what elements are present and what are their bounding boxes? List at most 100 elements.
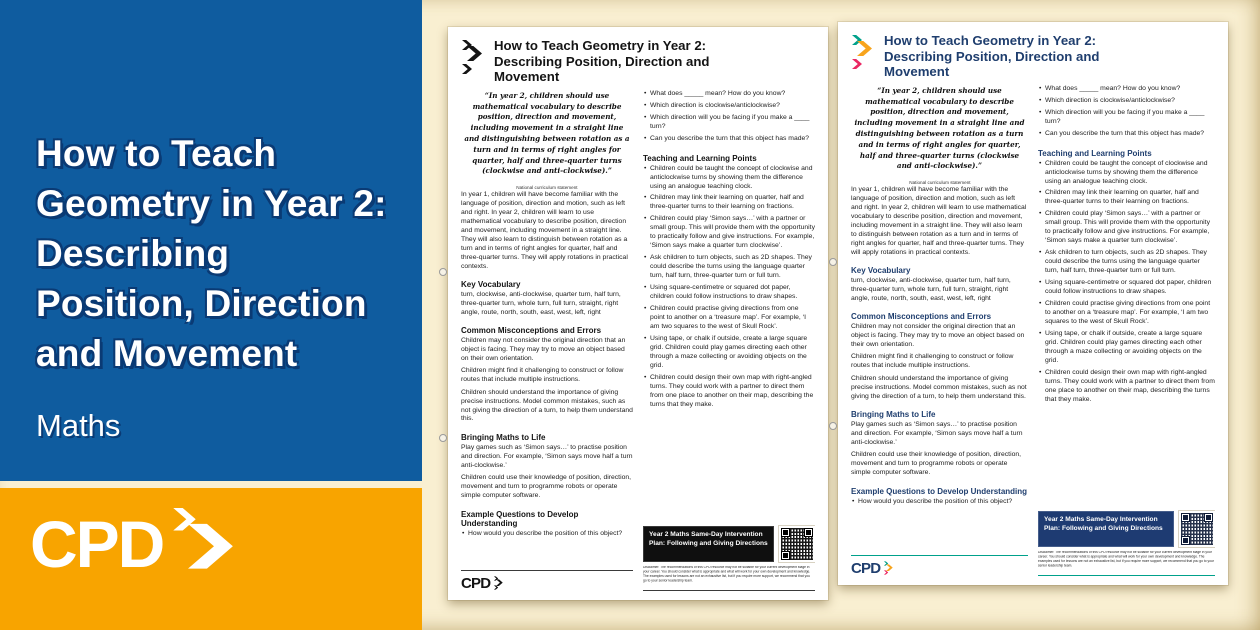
bullet-item: Which direction is clockwise/anticlockwi… [1038, 97, 1215, 106]
bullet-item: Which direction will you be facing if yo… [1038, 109, 1215, 127]
example-questions-left: How would you describe the position of t… [851, 498, 1028, 510]
page-right-column: What does _____ mean? How do you know? Wh… [1038, 85, 1215, 576]
disclaimer-block: Disclaimer: The recommendations of this … [643, 566, 815, 591]
example-questions-left: How would you describe the position of t… [461, 530, 633, 542]
example-questions-right: What does _____ mean? How do you know? Wh… [1038, 85, 1215, 142]
paragraph: Children may not consider the original d… [461, 336, 626, 362]
example-questions-right: What does _____ mean? How do you know? Wh… [643, 90, 815, 147]
bullet-item: Ask children to turn objects, such as 2D… [643, 254, 815, 281]
section-heading-bringing-maths: Bringing Maths to Life [851, 410, 936, 420]
misconceptions-paragraphs: Children may not consider the original d… [851, 323, 1028, 405]
curriculum-quote: “In year 2, children should use mathemat… [464, 90, 630, 176]
teaching-points-list: Children could be taught the concept of … [1038, 160, 1215, 408]
bullet-item: Using square-centimetre or squared dot p… [643, 284, 815, 302]
banner-subject-label: Maths [36, 408, 121, 443]
bullet-item: Using square-centimetre or squared dot p… [1038, 279, 1215, 297]
intro-paragraph: In year 1, children will have become fam… [851, 186, 1027, 256]
cpd-footer-logo: CPD [851, 560, 1028, 576]
brand-chevrons-icon [462, 40, 482, 74]
bullet-item: Can you describe the turn that this obje… [643, 135, 815, 144]
misconceptions-paragraphs: Children may not consider the original d… [461, 337, 633, 428]
paragraph: Children may not consider the original d… [851, 322, 1025, 348]
cpd-footer-chevrons-icon [884, 561, 894, 575]
bullet-item: Using tape, or chalk if outside, create … [1038, 330, 1215, 366]
intervention-plan-badge: Year 2 Maths Same-Day Intervention Plan:… [1038, 511, 1174, 547]
curriculum-quote: “In year 2, children should use mathemat… [854, 85, 1025, 171]
qr-finder-icon [781, 551, 790, 560]
resource-page-back: How to Teach Geometry in Year 2: Describ… [439, 27, 828, 600]
bullet-item: How would you describe the position of t… [851, 498, 1028, 507]
spacer [643, 415, 815, 522]
section-heading-example-questions: Example Questions to Develop Understandi… [461, 509, 579, 528]
bullet-item: What does _____ mean? How do you know? [643, 90, 815, 99]
bullet-item: Using tape, or chalk if outside, create … [643, 335, 815, 371]
intervention-plan-badge: Year 2 Maths Same-Day Intervention Plan:… [643, 526, 774, 562]
bullet-item: Children may link their learning on quar… [643, 194, 815, 212]
section-heading-key-vocabulary: Key Vocabulary [461, 279, 521, 289]
cpd-logo: CPD [30, 508, 241, 580]
brand-chevrons-icon [852, 35, 872, 69]
cpd-footer-logo: CPD [461, 575, 633, 591]
punch-mark [439, 433, 447, 442]
page-title: How to Teach Geometry in Year 2: Describ… [494, 38, 710, 85]
bullet-item: Which direction is clockwise/anticlockwi… [643, 102, 815, 111]
page-right-column: What does _____ mean? How do you know? Wh… [643, 90, 815, 591]
punch-mark [829, 421, 837, 430]
paragraph: Children might find it challenging to co… [851, 353, 1014, 370]
section-heading-example-questions: Example Questions to Develop Understandi… [851, 486, 1028, 496]
page-header: How to Teach Geometry in Year 2: Describ… [461, 38, 815, 85]
intervention-row: Year 2 Maths Same-Day Intervention Plan:… [1038, 510, 1215, 548]
punch-mark [829, 258, 837, 267]
page-title: How to Teach Geometry in Year 2: Describ… [884, 33, 1100, 80]
punch-mark [439, 267, 447, 276]
spacer [461, 544, 633, 565]
key-vocabulary-text: turn, clockwise, anti-clockwise, quarter… [851, 276, 1011, 302]
section-heading-key-vocabulary: Key Vocabulary [851, 265, 911, 275]
section-heading-misconceptions: Common Misconceptions and Errors [851, 311, 992, 321]
bullet-item: Children could play ‘Simon says…’ with a… [1038, 210, 1215, 246]
bullet-item: Children could play ‘Simon says…’ with a… [643, 215, 815, 251]
disclaimer-text: Disclaimer: The recommendations of this … [1038, 551, 1214, 568]
key-vocabulary-text: turn, clockwise, anti-clockwise, quarter… [461, 290, 621, 316]
paragraph: Play games such as ‘Simon says…’ to prac… [851, 421, 1023, 446]
qr-finder-icon [1181, 536, 1190, 545]
qr-finder-icon [781, 528, 790, 537]
section-heading-misconceptions: Common Misconceptions and Errors [461, 325, 602, 335]
paragraph: Children should understand the importanc… [461, 388, 633, 423]
intro-paragraph: In year 1, children will have become fam… [461, 191, 628, 270]
paragraph: Children might find it challenging to co… [461, 367, 624, 384]
bullet-item: Children could be taught the concept of … [643, 165, 815, 192]
teaching-points-list: Children could be taught the concept of … [643, 165, 815, 413]
cpd-footer-chevrons-icon [494, 576, 504, 590]
page-left-column: “In year 2, children should use mathemat… [461, 90, 633, 591]
bullet-item: Children could practise giving direction… [1038, 300, 1215, 327]
qr-finder-icon [1204, 513, 1213, 522]
cpd-chevrons-icon [173, 508, 234, 569]
bullet-item: Children could be taught the concept of … [1038, 160, 1215, 187]
banner-footer-strip: CPD [0, 488, 422, 630]
qr-finder-icon [804, 528, 813, 537]
paragraph: Children could use their knowledge of po… [851, 451, 1022, 477]
section-heading-bringing-maths: Bringing Maths to Life [461, 432, 546, 442]
bringing-maths-paragraphs: Play games such as ‘Simon says…’ to prac… [461, 444, 633, 505]
cpd-logo-text: CPD [30, 507, 165, 581]
section-heading-teaching-points: Teaching and Learning Points [1038, 148, 1152, 158]
bullet-item: Children could design their own map with… [643, 374, 815, 410]
quote-caption: National curriculum statement [516, 185, 578, 191]
resource-page-front: How to Teach Geometry in Year 2: Describ… [829, 22, 1228, 585]
page-body: “In year 2, children should use mathemat… [851, 85, 1215, 576]
qr-code [1178, 510, 1215, 548]
intervention-row: Year 2 Maths Same-Day Intervention Plan:… [643, 525, 815, 563]
bullet-item: Children could practise giving direction… [643, 305, 815, 332]
banner-title: How to Teach Geometry in Year 2: Describ… [36, 133, 387, 374]
paragraph: Play games such as ‘Simon says…’ to prac… [461, 443, 633, 469]
bullet-item: Ask children to turn objects, such as 2D… [1038, 249, 1215, 276]
banner-panel: How to Teach Geometry in Year 2: Describ… [0, 0, 422, 481]
bullet-item: Which direction will you be facing if yo… [643, 114, 815, 132]
spacer [851, 512, 1028, 550]
qr-finder-icon [1181, 513, 1190, 522]
cpd-footer-text: CPD [851, 559, 881, 576]
paragraph: Children should understand the importanc… [851, 374, 1027, 400]
disclaimer-block: Disclaimer: The recommendations of this … [1038, 551, 1215, 576]
bullet-item: Children could design their own map with… [1038, 369, 1215, 405]
